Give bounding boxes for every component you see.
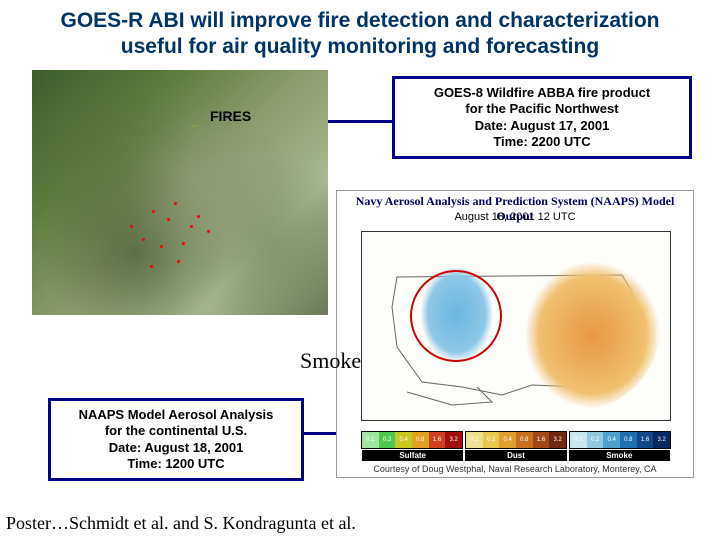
connector-right (328, 120, 392, 123)
fire-dot (152, 210, 155, 213)
fire-dot (207, 230, 210, 233)
legend-cell: 0.2 (483, 432, 500, 448)
naaps-info-box: NAAPS Model Aerosol Analysis for the con… (48, 398, 304, 481)
smoke-highlight-circle (410, 270, 502, 362)
satellite-image (32, 70, 328, 315)
fire-dot (182, 242, 185, 245)
naaps-box-line2: for the continental U.S. (61, 423, 291, 439)
goes-box-line2: for the Pacific Northwest (405, 101, 679, 117)
legend-cell: 3.2 (549, 432, 566, 448)
goes-box-line3: Date: August 17, 2001 (405, 118, 679, 134)
fire-dot (190, 225, 193, 228)
slide-title: GOES-R ABI will improve fire detection a… (0, 0, 720, 61)
legend-smoke: 0.10.20.40.81.63.2 (569, 431, 671, 449)
fire-dot (130, 225, 133, 228)
naaps-map: 50 45 40 35 30 (361, 231, 671, 421)
legend-cell: 0.8 (412, 432, 429, 448)
legend-label-dust: Dust (465, 450, 566, 461)
title-line-2: useful for air quality monitoring and fo… (121, 35, 599, 58)
legend-cell: 0.2 (587, 432, 604, 448)
fire-dot (160, 245, 163, 248)
naaps-box-line1: NAAPS Model Aerosol Analysis (61, 407, 291, 423)
naaps-date: August 18, 2001 12 UTC (337, 211, 693, 223)
legend-cell: 3.2 (445, 432, 462, 448)
connector-left (304, 432, 336, 435)
legend-labels: Sulfate Dust Smoke (361, 450, 671, 461)
fires-arrow-icon (170, 125, 220, 127)
legend-sulfate: 0.10.20.40.81.63.2 (361, 431, 463, 449)
legend-cell: 0.4 (499, 432, 516, 448)
legend-cell: 0.1 (570, 432, 587, 448)
legend-cell: 1.6 (533, 432, 550, 448)
legend-cell: 0.4 (395, 432, 412, 448)
fire-dot (167, 218, 170, 221)
smoke-label: Smoke (300, 348, 361, 374)
legend-dust: 0.10.20.40.81.63.2 (465, 431, 567, 449)
legend-row: 0.10.20.40.81.63.2 0.10.20.40.81.63.2 0.… (361, 431, 671, 449)
goes-info-box: GOES-8 Wildfire ABBA fire product for th… (392, 76, 692, 159)
fire-dot (174, 202, 177, 205)
naaps-box-line3: Date: August 18, 2001 (61, 440, 291, 456)
legend-cell: 0.1 (466, 432, 483, 448)
legend-cell: 1.6 (637, 432, 654, 448)
legend-cell: 0.4 (603, 432, 620, 448)
footer-credit: Poster…Schmidt et al. and S. Kondragunta… (6, 513, 356, 534)
fire-dot (150, 265, 153, 268)
title-line-1: GOES-R ABI will improve fire detection a… (60, 9, 659, 32)
legend-cell: 1.6 (429, 432, 446, 448)
legend-cell: 0.1 (362, 432, 379, 448)
naaps-chart-panel: Navy Aerosol Analysis and Prediction Sys… (336, 190, 694, 478)
naaps-box-line4: Time: 1200 UTC (61, 456, 291, 472)
naaps-courtesy: Courtesy of Doug Westphal, Naval Researc… (337, 464, 693, 474)
fire-dot (142, 238, 145, 241)
goes-box-line1: GOES-8 Wildfire ABBA fire product (405, 85, 679, 101)
legend-cell: 0.8 (620, 432, 637, 448)
fire-dot (197, 215, 200, 218)
fire-dot (177, 260, 180, 263)
terrain-texture (32, 70, 328, 315)
legend-cell: 3.2 (653, 432, 670, 448)
legend-label-smoke: Smoke (569, 450, 670, 461)
legend-cell: 0.8 (516, 432, 533, 448)
legend-cell: 0.2 (379, 432, 396, 448)
fires-label: FIRES (210, 108, 251, 124)
legend-label-sulfate: Sulfate (362, 450, 463, 461)
goes-box-line4: Time: 2200 UTC (405, 134, 679, 150)
